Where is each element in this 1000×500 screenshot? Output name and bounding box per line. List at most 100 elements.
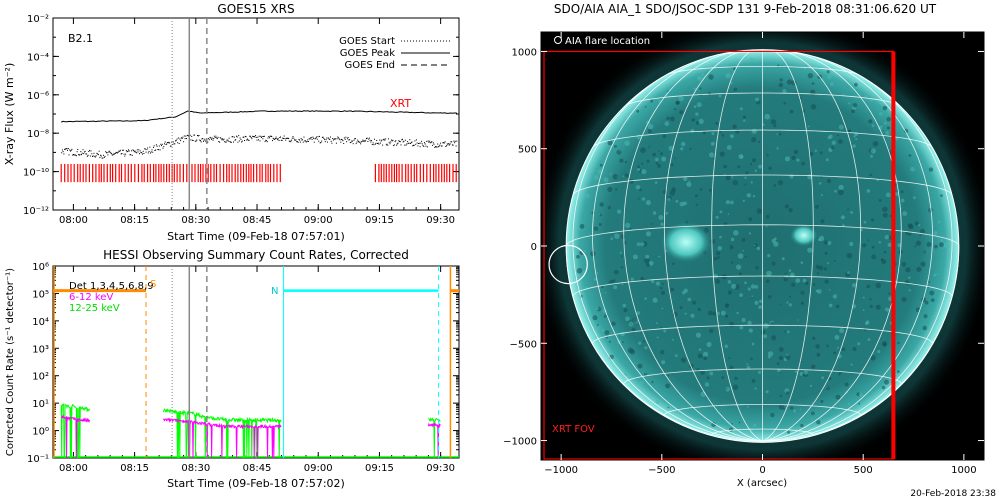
hessi-title: HESSI Observing Summary Count Rates, Cor… <box>103 248 409 262</box>
goes-short-channel-point <box>341 139 343 141</box>
solar-texture-speckle <box>746 363 749 366</box>
solar-texture-speckle <box>667 406 670 409</box>
hessi-y-tick-label: 10² <box>32 372 49 383</box>
solar-texture-speckle <box>835 394 841 400</box>
goes-short-channel-point <box>200 141 202 143</box>
goes-short-channel-point <box>153 145 155 147</box>
goes-short-channel-point <box>179 138 181 140</box>
goes-y-axis-label: X-ray Flux (W m⁻²) <box>3 63 16 165</box>
solar-texture-speckle <box>635 185 641 190</box>
solar-texture-speckle <box>786 330 790 334</box>
solar-texture-speckle <box>658 255 661 258</box>
solar-texture-speckle <box>763 323 769 329</box>
goes-short-channel-point <box>92 155 94 157</box>
goes-short-channel-point <box>195 140 197 142</box>
solar-texture-speckle <box>875 282 882 289</box>
goes-short-channel-point <box>290 141 292 143</box>
goes-y-tick-label: 10⁻² <box>27 14 49 25</box>
solar-texture-speckle <box>652 211 657 215</box>
goes-short-channel-point <box>419 146 421 148</box>
solar-texture-speckle <box>719 151 725 157</box>
goes-short-channel-point <box>262 138 264 140</box>
solar-texture-speckle <box>718 94 722 98</box>
solar-texture-speckle <box>604 330 610 336</box>
solar-texture-speckle <box>730 237 735 242</box>
goes-short-channel-point <box>360 141 362 143</box>
goes-short-channel-point <box>272 137 274 139</box>
solar-texture-speckle <box>910 166 915 172</box>
goes-short-channel-point <box>211 138 212 140</box>
goes-short-channel-point <box>350 141 352 143</box>
solar-texture-speckle <box>628 178 634 184</box>
solar-texture-speckle <box>815 344 820 349</box>
goes-x-axis: 08:00 08:15 08:30 08:45 09:00 09:15 09:30 <box>59 18 455 226</box>
goes-short-channel-point <box>258 139 259 141</box>
goes-short-channel-point <box>361 141 363 142</box>
goes-short-channel-point <box>169 145 171 147</box>
solar-texture-speckle <box>784 204 790 209</box>
goes-short-channel-point <box>160 143 162 145</box>
goes-short-channel-point <box>359 141 361 143</box>
goes-short-channel-point <box>255 135 257 136</box>
goes-short-channel-point <box>417 145 419 147</box>
goes-short-channel-point <box>398 140 400 142</box>
goes-short-channel-point <box>140 152 142 153</box>
solar-texture-speckle <box>858 402 861 405</box>
goes-short-channel-point <box>63 153 65 155</box>
goes-x-tick-label: 08:45 <box>243 215 272 226</box>
goes-short-channel-point <box>336 138 338 140</box>
goes-short-channel-point <box>358 141 360 143</box>
goes-short-channel-point <box>440 142 442 144</box>
goes-short-channel-point <box>108 150 110 152</box>
solar-texture-speckle <box>670 163 674 167</box>
goes-x-tick-label: 08:30 <box>181 215 210 226</box>
solar-texture-speckle <box>698 348 702 351</box>
goes-short-channel-point <box>416 142 418 144</box>
solar-texture-speckle <box>719 235 722 239</box>
solar-texture-speckle <box>737 253 744 259</box>
solar-texture-speckle <box>672 338 674 341</box>
goes-short-channel-point <box>106 152 107 154</box>
solar-texture-speckle <box>811 418 813 420</box>
goes-short-channel-point <box>159 149 161 151</box>
goes-short-channel-point <box>308 138 310 140</box>
goes-short-channel-point <box>410 142 411 144</box>
goes-short-channel-point <box>93 152 95 154</box>
goes-short-channel-point <box>108 151 110 153</box>
goes-short-channel-point <box>303 136 305 138</box>
solar-texture-speckle <box>651 381 654 384</box>
goes-short-channel-point <box>190 139 192 141</box>
hessi-6-12-kev-line <box>427 422 441 458</box>
solar-texture-speckle <box>731 176 734 179</box>
goes-short-channel-point <box>138 149 140 151</box>
solar-texture-speckle <box>610 237 614 240</box>
goes-short-channel-point <box>377 143 378 144</box>
solar-texture-speckle <box>755 97 760 102</box>
goes-short-channel-point <box>413 144 415 146</box>
solar-texture-speckle <box>709 152 715 158</box>
solar-texture-speckle <box>918 224 921 227</box>
goes-short-channel-point <box>424 143 426 145</box>
solar-texture-speckle <box>642 340 646 343</box>
solar-texture-speckle <box>764 113 771 120</box>
solar-texture-speckle <box>823 240 829 245</box>
solar-texture-speckle <box>609 173 612 176</box>
goes-short-channel-point <box>122 149 124 151</box>
goes-y-tick-label: 10⁻¹² <box>23 206 49 217</box>
goes-short-channel-point <box>185 135 187 137</box>
solar-texture-speckle <box>655 281 661 286</box>
solar-texture-speckle <box>645 254 650 259</box>
goes-short-channel-point <box>197 135 199 137</box>
solar-texture-speckle <box>679 306 683 309</box>
goes-short-channel-point <box>371 140 373 142</box>
solar-texture-speckle <box>779 394 783 398</box>
solar-texture-speckle <box>593 174 599 180</box>
goes-short-channel-point <box>280 139 282 141</box>
solar-texture-speckle <box>848 129 852 133</box>
goes-short-channel-point <box>145 151 147 153</box>
solar-texture-speckle <box>736 311 739 315</box>
goes-y-axis: 10⁻² 10⁻⁴ 10⁻⁶ 10⁻⁸ 10⁻¹⁰ 10⁻¹² <box>23 14 459 217</box>
goes-short-channel-point <box>260 135 262 137</box>
goes-short-channel-point <box>356 141 358 143</box>
goes-short-channel-point <box>97 154 99 156</box>
